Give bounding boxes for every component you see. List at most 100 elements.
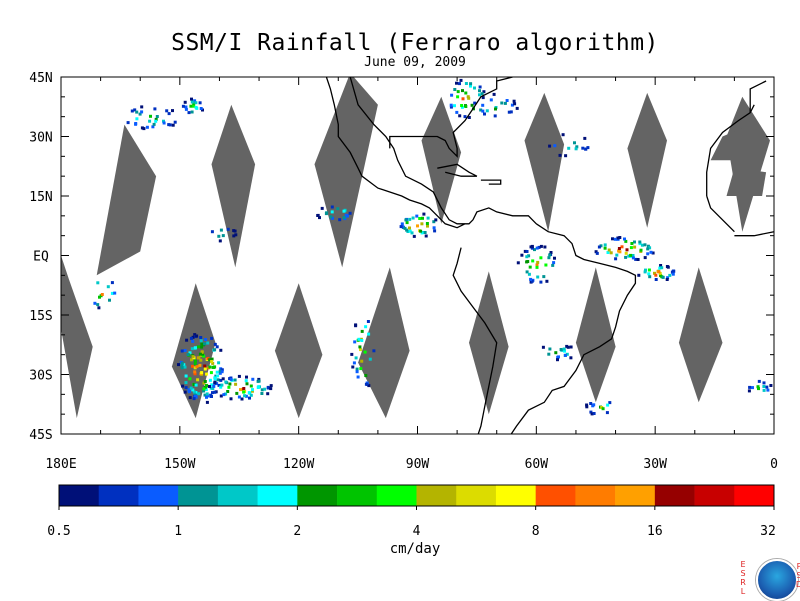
rain-pixel <box>449 103 453 107</box>
rain-pixel <box>458 114 462 118</box>
rain-pixel <box>762 385 766 388</box>
rain-pixel <box>657 270 661 274</box>
map-background <box>61 77 774 434</box>
missing-swath <box>678 267 723 403</box>
rain-pixel <box>189 386 193 390</box>
rain-pixel <box>135 117 139 121</box>
land-patch <box>710 124 763 161</box>
rain-pixel <box>260 392 264 395</box>
rain-pixel <box>184 107 188 111</box>
rain-pixel <box>549 251 553 254</box>
rain-pixel <box>601 407 605 411</box>
rain-pixel <box>134 122 138 126</box>
rain-pixel <box>404 218 408 222</box>
rain-pixel <box>191 364 194 368</box>
missing-swath <box>421 96 462 224</box>
rain-pixel <box>503 101 507 105</box>
rain-pixel <box>629 253 633 257</box>
rain-pixel <box>210 336 214 340</box>
rain-pixel <box>205 395 208 399</box>
colorbar-swatch <box>535 485 576 506</box>
rain-pixel <box>583 136 587 140</box>
axis-ticks <box>60 76 775 435</box>
colorbar-swatch <box>376 485 417 506</box>
rain-pixel <box>316 213 320 217</box>
rain-pixel <box>359 348 362 352</box>
rain-pixel <box>113 291 117 295</box>
rain-pixel <box>505 99 509 102</box>
rain-pixel <box>266 392 270 396</box>
rain-pixel <box>483 112 486 116</box>
rain-pixel <box>529 277 533 281</box>
rain-pixel <box>203 367 207 371</box>
colorbar-swatch <box>98 485 139 506</box>
rain-pixel <box>420 222 424 226</box>
rain-pixel <box>197 356 201 360</box>
rain-pixel <box>359 367 363 371</box>
rain-pixel <box>633 245 637 249</box>
rain-pixel <box>205 372 209 376</box>
rain-pixel <box>354 356 358 360</box>
rain-pixel <box>646 244 650 248</box>
rain-pixel <box>256 386 260 389</box>
rain-pixel <box>356 375 360 379</box>
rain-pixel <box>464 105 468 108</box>
rain-pixel <box>192 390 196 394</box>
colorbar-swatch <box>257 485 298 506</box>
rain-pixel <box>482 90 486 94</box>
rain-pixel <box>192 102 196 106</box>
colorbar-label: 16 <box>647 524 663 539</box>
rain-pixel <box>401 225 405 229</box>
rain-pixel <box>557 355 560 359</box>
rain-pixel <box>665 265 669 268</box>
rain-pixel <box>643 270 647 274</box>
rain-pixel <box>219 385 223 389</box>
land-patches <box>710 124 767 196</box>
rain-pixel <box>155 115 159 118</box>
rain-pixel <box>590 412 594 416</box>
rain-pixel <box>400 222 404 226</box>
rain-pixel <box>354 323 358 327</box>
rain-pixel <box>190 347 194 351</box>
rain-pixel <box>539 244 543 248</box>
map-title: SSM/I Rainfall (Ferraro algorithm) <box>171 30 659 56</box>
rain-pixel <box>563 353 567 357</box>
rain-pixel <box>215 370 219 374</box>
rain-pixel <box>191 355 195 359</box>
rain-pixel <box>98 295 101 299</box>
rain-pixel <box>494 107 497 111</box>
rain-pixel <box>200 345 204 349</box>
rain-pixel <box>624 251 628 255</box>
rain-pixel <box>177 363 180 367</box>
coastline-pacific-north <box>325 77 466 229</box>
rain-pixel <box>210 360 214 363</box>
rain-pixel <box>589 410 593 414</box>
rain-pixel <box>638 242 642 246</box>
rain-pixel <box>507 110 511 114</box>
rain-pixel <box>453 104 456 108</box>
rain-pixel <box>239 388 242 392</box>
rain-pixel <box>233 378 237 382</box>
lat-label: 30S <box>29 369 52 384</box>
rain-pixel <box>200 371 204 375</box>
rain-pixel <box>525 255 529 259</box>
rain-pixel <box>218 371 222 375</box>
rain-pixel <box>211 361 215 365</box>
rain-pixel <box>167 112 171 116</box>
colorbar-swatch <box>337 485 378 506</box>
rain-pixel <box>205 383 208 387</box>
rain-pixel <box>660 266 664 270</box>
rain-pixel <box>257 377 261 381</box>
rain-pixel <box>432 226 436 230</box>
rain-pixel <box>219 348 223 352</box>
rain-pixel <box>422 212 426 216</box>
rain-pixel <box>220 370 224 374</box>
rain-pixel <box>355 370 359 374</box>
rain-pixel <box>765 385 769 389</box>
rain-pixel <box>756 385 760 389</box>
rain-pixel <box>649 250 653 254</box>
rain-pixel <box>198 101 202 105</box>
rain-pixel <box>214 374 218 378</box>
rain-pixel <box>193 372 197 376</box>
rain-pixel <box>627 254 631 258</box>
